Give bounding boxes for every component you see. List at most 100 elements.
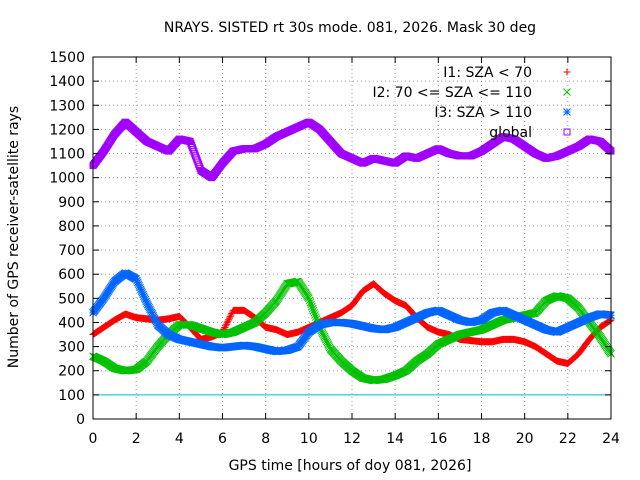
data-point xyxy=(509,311,517,319)
data-point xyxy=(606,348,615,357)
data-point xyxy=(306,298,315,307)
data-point xyxy=(310,308,319,317)
data-point xyxy=(135,282,144,290)
data-point xyxy=(140,294,149,302)
legend-label: I2: 70 <= SZA <= 110 xyxy=(372,85,532,101)
data-point xyxy=(412,314,420,322)
y-axis-label: Number of GPS receiver-satellite rays xyxy=(6,106,22,368)
x-tick-label: 16 xyxy=(429,431,447,447)
data-point xyxy=(134,280,143,289)
data-point xyxy=(223,319,231,327)
data-point xyxy=(143,300,152,309)
data-point xyxy=(174,335,183,343)
y-tick-label: 800 xyxy=(58,219,85,235)
data-point xyxy=(305,296,314,305)
legend-marker xyxy=(563,108,571,116)
data-point xyxy=(136,285,145,294)
data-point xyxy=(222,322,230,330)
data-point xyxy=(227,311,235,319)
x-tick-label: 20 xyxy=(516,431,534,447)
data-point xyxy=(309,306,318,315)
data-point xyxy=(311,313,320,321)
y-tick-label: 500 xyxy=(58,291,85,307)
data-point xyxy=(225,316,233,324)
data-point xyxy=(142,297,151,306)
data-point xyxy=(222,320,230,328)
y-tick-label: 400 xyxy=(58,315,85,331)
data-point xyxy=(584,314,593,322)
x-axis-label: GPS time [hours of doy 081, 2026] xyxy=(229,458,472,474)
data-point xyxy=(152,317,161,326)
legend-label: I3: SZA > 110 xyxy=(434,105,532,121)
x-tick-label: 22 xyxy=(559,431,577,447)
y-tick-label: 300 xyxy=(58,340,85,356)
legend-marker xyxy=(563,68,571,76)
data-point xyxy=(551,356,559,364)
y-tick-label: 0 xyxy=(76,412,85,428)
x-tick-label: 24 xyxy=(602,431,620,447)
x-tick-label: 18 xyxy=(473,431,491,447)
data-point xyxy=(520,315,528,324)
legend-marker xyxy=(563,88,571,96)
x-tick-label: 6 xyxy=(218,431,227,447)
y-tick-label: 1000 xyxy=(49,171,85,187)
data-point xyxy=(315,321,323,330)
y-tick-label: 700 xyxy=(58,243,85,259)
series-layer xyxy=(89,118,615,385)
legend-label: global xyxy=(489,125,532,141)
y-tick-label: 1100 xyxy=(49,147,85,163)
data-point xyxy=(325,342,333,350)
series-2 xyxy=(89,269,615,356)
data-point xyxy=(147,308,156,317)
data-point xyxy=(139,290,147,299)
data-point xyxy=(605,317,613,325)
data-point xyxy=(311,311,319,319)
y-tick-label: 1500 xyxy=(49,50,85,66)
y-tick-label: 1400 xyxy=(49,74,85,90)
x-tick-label: 4 xyxy=(175,431,184,447)
x-tick-label: 2 xyxy=(132,431,141,447)
y-tick-label: 1300 xyxy=(49,98,85,114)
x-tick-label: 12 xyxy=(343,431,361,447)
data-point xyxy=(195,160,203,168)
x-tick-label: 0 xyxy=(89,431,98,447)
data-point xyxy=(308,304,317,313)
data-point xyxy=(390,323,399,332)
axis-ticks: 0100200300400500600700800900100011001200… xyxy=(49,50,620,447)
data-point xyxy=(150,314,159,323)
data-point xyxy=(563,323,571,332)
data-point xyxy=(605,145,613,153)
data-point xyxy=(133,276,141,285)
data-point xyxy=(224,317,232,325)
data-point xyxy=(444,311,453,319)
y-tick-label: 100 xyxy=(58,388,85,404)
data-point xyxy=(146,305,154,314)
chart-title: NRAYS. SISTED rt 30s mode. 081, 2026. Ma… xyxy=(164,20,536,36)
x-tick-label: 8 xyxy=(261,431,270,447)
data-point xyxy=(141,295,150,304)
data-point xyxy=(146,307,155,315)
data-point xyxy=(541,325,550,334)
y-tick-label: 900 xyxy=(58,195,85,211)
data-point xyxy=(133,278,142,287)
data-point xyxy=(476,316,485,325)
data-point xyxy=(108,135,115,143)
data-point xyxy=(145,303,154,312)
legend: I1: SZA < 70 I2: 70 <= SZA <= 110 I3: SZA … xyxy=(372,65,571,141)
data-point xyxy=(150,313,158,321)
legend-label: I1: SZA < 70 xyxy=(443,65,532,81)
data-point xyxy=(225,314,233,322)
series-3 xyxy=(89,118,615,182)
data-point xyxy=(572,352,580,360)
data-point xyxy=(136,283,144,292)
data-point xyxy=(151,316,160,325)
y-tick-label: 200 xyxy=(58,364,85,380)
data-point xyxy=(148,310,157,318)
data-point xyxy=(606,311,615,319)
data-point xyxy=(144,302,153,311)
x-tick-label: 10 xyxy=(300,431,318,447)
data-point xyxy=(308,302,316,311)
data-point xyxy=(422,309,431,318)
data-point xyxy=(605,146,613,154)
